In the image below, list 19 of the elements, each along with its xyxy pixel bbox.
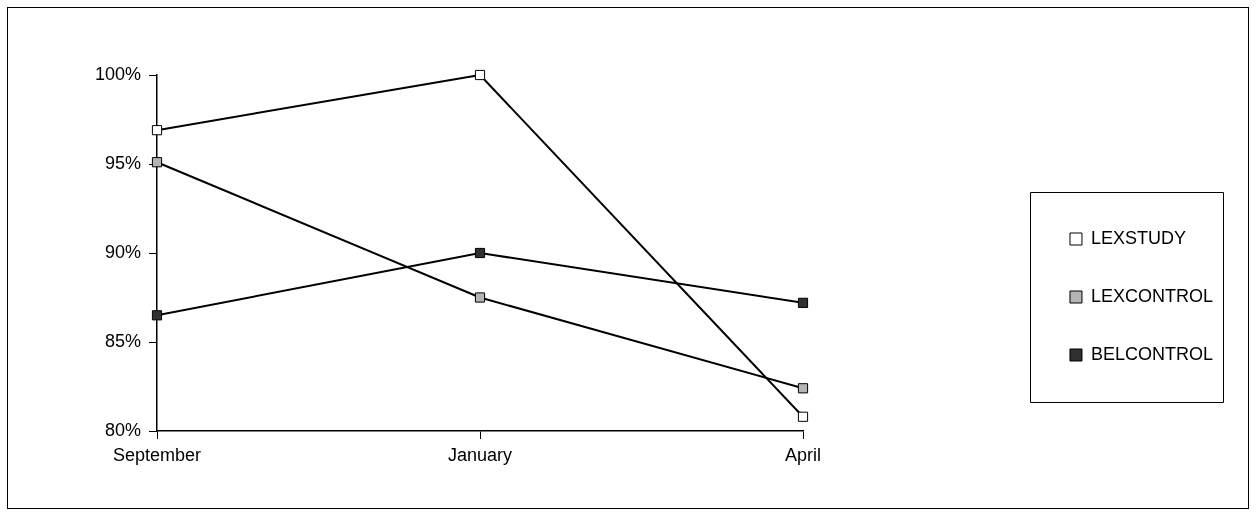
legend-label: BELCONTROL xyxy=(1090,343,1213,364)
y-tick-label: 85% xyxy=(104,330,141,351)
y-tick-label: 100% xyxy=(94,63,141,84)
point xyxy=(151,310,163,321)
point xyxy=(474,69,486,81)
x-tick-label: April xyxy=(784,444,822,465)
x-tick-label: September xyxy=(112,444,202,465)
point xyxy=(797,383,809,394)
y-tick-label: 90% xyxy=(104,241,141,262)
point xyxy=(797,297,809,308)
point xyxy=(474,247,486,259)
legend-label: LEXSTUDY xyxy=(1090,227,1186,248)
y-tick-label: 80% xyxy=(104,419,141,440)
y-tick-label: 95% xyxy=(104,152,141,173)
x-tick-label: January xyxy=(447,444,513,465)
legend-label: LEXCONTROL xyxy=(1090,285,1213,306)
point xyxy=(474,292,486,303)
point xyxy=(151,125,163,136)
point xyxy=(797,411,809,422)
